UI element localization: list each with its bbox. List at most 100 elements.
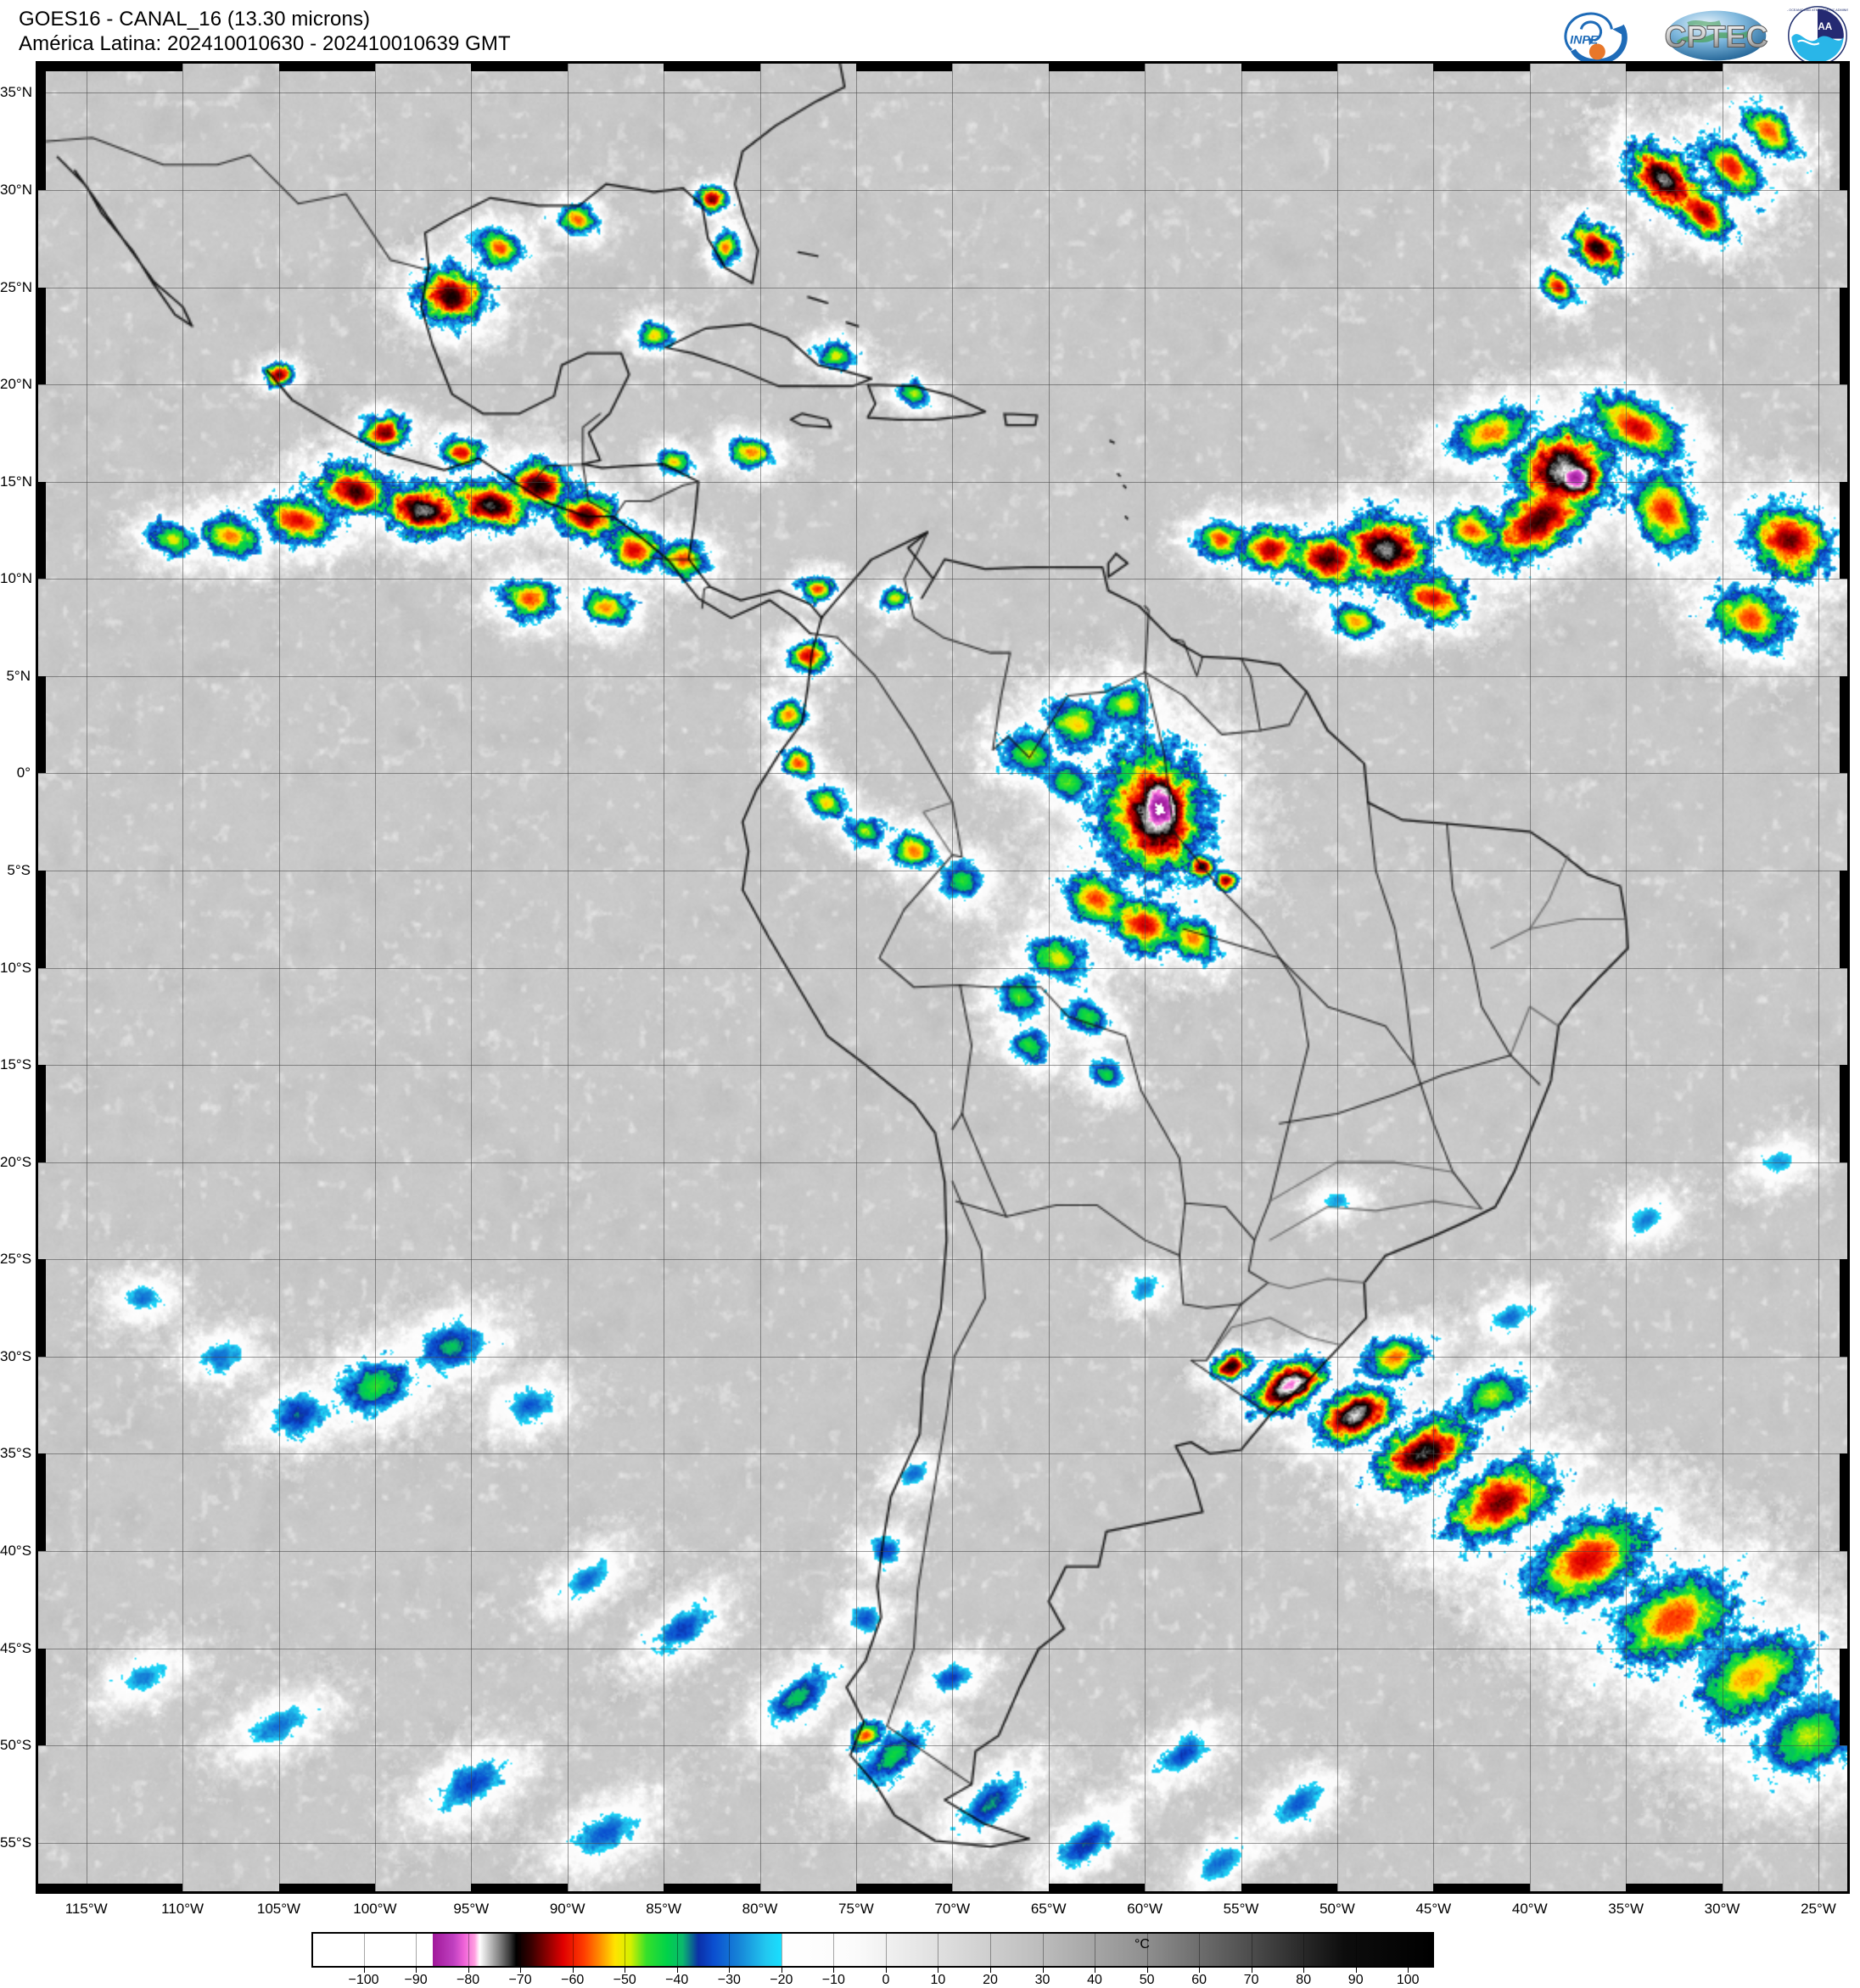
satellite-imagery-canvas bbox=[38, 64, 1847, 1891]
graticule-meridian bbox=[1337, 64, 1338, 1891]
colorbar-inner-tick bbox=[468, 1934, 469, 1966]
graticule-parallel bbox=[38, 92, 1847, 94]
longitude-tick-label: 35°W bbox=[1608, 1901, 1644, 1917]
longitude-tick-label: 110°W bbox=[161, 1901, 204, 1917]
latitude-tick-label: 5°S bbox=[7, 861, 31, 878]
latitude-tick-label: 50°S bbox=[0, 1737, 32, 1754]
colorbar-inner-tick bbox=[572, 1934, 574, 1966]
longitude-tick-label: 85°W bbox=[646, 1901, 682, 1917]
logo-strip: INPE CPTEC NOAA NATIONAL OCEANIC AND ATM… bbox=[1557, 3, 1848, 68]
graticule-meridian bbox=[1145, 64, 1146, 1891]
latitude-tick-label: 20°N bbox=[0, 376, 32, 393]
graticule-parallel bbox=[38, 1356, 1847, 1358]
colorbar-inner-tick bbox=[885, 1934, 887, 1966]
longitude-tick-label: 55°W bbox=[1223, 1901, 1259, 1917]
axis-ladder-segment bbox=[1840, 870, 1847, 968]
colorbar-inner-tick bbox=[1303, 1934, 1305, 1966]
longitude-tick-label: 100°W bbox=[353, 1901, 397, 1917]
colorbar-tick bbox=[885, 1968, 887, 1973]
graticule-parallel bbox=[38, 384, 1847, 386]
graticule-parallel bbox=[38, 481, 1847, 483]
latitude-tick-label: 35°N bbox=[0, 84, 32, 101]
longitude-tick-label: 80°W bbox=[742, 1901, 778, 1917]
title-line-satellite-channel: GOES16 - CANAL_16 (13.30 microns) bbox=[19, 8, 371, 31]
colorbar-tick bbox=[1146, 1968, 1148, 1973]
longitude-tick-label: 50°W bbox=[1319, 1901, 1355, 1917]
svg-text:CPTEC: CPTEC bbox=[1664, 19, 1768, 53]
axis-ladder-segment bbox=[1048, 1884, 1146, 1891]
axis-ladder-segment bbox=[855, 64, 953, 71]
axis-ladder-segment bbox=[1840, 92, 1847, 190]
axis-ladder-segment bbox=[1840, 1065, 1847, 1162]
graticule-parallel bbox=[38, 1745, 1847, 1747]
colorbar-unit-label: °C bbox=[1134, 1937, 1150, 1952]
colorbar-tick bbox=[363, 1968, 365, 1973]
colorbar-gradient bbox=[311, 1932, 1434, 1968]
axis-ladder-segment bbox=[38, 870, 46, 968]
cptec-logo: CPTEC bbox=[1664, 10, 1768, 61]
axis-ladder-segment bbox=[1840, 287, 1847, 385]
graticule-parallel bbox=[38, 675, 1847, 677]
graticule-meridian bbox=[182, 64, 184, 1891]
colorbar-inner-tick bbox=[833, 1934, 835, 1966]
axis-ladder-segment bbox=[1433, 64, 1530, 71]
latitude-tick-label: 5°N bbox=[6, 667, 31, 684]
longitude-tick-label: 65°W bbox=[1030, 1901, 1067, 1917]
graticule-parallel bbox=[38, 1842, 1847, 1844]
graticule-parallel bbox=[38, 773, 1847, 775]
graticule-meridian bbox=[1241, 64, 1242, 1891]
graticule-meridian bbox=[567, 64, 569, 1891]
longitude-tick-label: 70°W bbox=[934, 1901, 971, 1917]
graticule-parallel bbox=[38, 1453, 1847, 1455]
axis-ladder-segment bbox=[1840, 1259, 1847, 1357]
latitude-tick-label: 15°N bbox=[0, 473, 32, 490]
graticule-meridian bbox=[855, 64, 857, 1891]
colorbar[interactable]: −100 −90 −80 −70 −60 −50 −40 −30 −20 −10 0 10 20 30 40… bbox=[311, 1932, 1434, 1987]
longitude-tick-label: 60°W bbox=[1127, 1901, 1163, 1917]
longitude-tick-label: 30°W bbox=[1704, 1901, 1740, 1917]
latitude-tick-label: 40°S bbox=[0, 1542, 32, 1559]
colorbar-tick bbox=[833, 1968, 835, 1973]
colorbar-tick bbox=[1303, 1968, 1305, 1973]
axis-ladder-segment bbox=[38, 1065, 46, 1162]
colorbar-tick bbox=[729, 1968, 731, 1973]
colorbar-inner-tick bbox=[520, 1934, 522, 1966]
colorbar-ticks: −100 −90 −80 −70 −60 −50 −40 −30 −20 −10 0 10 20 30 40… bbox=[311, 1934, 1434, 1988]
axis-ladder-segment bbox=[38, 481, 46, 580]
axis-ladder-segment bbox=[1241, 64, 1337, 71]
axis-ladder-segment bbox=[1433, 1884, 1530, 1891]
graticule-parallel bbox=[38, 1259, 1847, 1261]
axis-ladder-segment bbox=[38, 64, 46, 93]
latitude-tick-label: 25°S bbox=[0, 1251, 32, 1268]
colorbar-tick bbox=[468, 1968, 469, 1973]
axis-ladder-segment bbox=[86, 1884, 183, 1891]
graticule-parallel bbox=[38, 967, 1847, 969]
axis-ladder-segment bbox=[1626, 64, 1723, 71]
longitude-tick-label: 105°W bbox=[256, 1901, 301, 1917]
graticule-meridian bbox=[1626, 64, 1628, 1891]
satellite-image-map[interactable] bbox=[36, 61, 1850, 1894]
axis-ladder-segment bbox=[38, 1453, 46, 1551]
longitude-tick-label: 75°W bbox=[838, 1901, 874, 1917]
longitude-tick-label: 45°W bbox=[1415, 1901, 1452, 1917]
graticule-meridian bbox=[952, 64, 954, 1891]
graticule-meridian bbox=[278, 64, 280, 1891]
noaa-logo: NOAA NATIONAL OCEANIC AND ATMOSPHERIC AD… bbox=[1787, 6, 1848, 65]
latitude-tick-label: 30°N bbox=[0, 181, 32, 198]
axis-ladder-segment bbox=[38, 64, 87, 71]
graticule-meridian bbox=[471, 64, 473, 1891]
colorbar-tick bbox=[1042, 1968, 1044, 1973]
axis-ladder-segment bbox=[1840, 1453, 1847, 1551]
axis-ladder-segment bbox=[664, 1884, 760, 1891]
graticule-meridian bbox=[1048, 64, 1050, 1891]
latitude-tick-label: 45°S bbox=[0, 1639, 32, 1656]
axis-ladder-segment bbox=[1048, 64, 1146, 71]
svg-text:NOAA: NOAA bbox=[1803, 21, 1833, 32]
axis-ladder-segment bbox=[1840, 675, 1847, 774]
graticule-meridian bbox=[1818, 64, 1819, 1891]
colorbar-inner-tick bbox=[990, 1934, 991, 1966]
longitude-tick-label: 40°W bbox=[1511, 1901, 1548, 1917]
colorbar-inner-tick bbox=[416, 1934, 417, 1966]
colorbar-tick bbox=[676, 1968, 678, 1973]
latitude-tick-label: 30°S bbox=[0, 1347, 32, 1364]
